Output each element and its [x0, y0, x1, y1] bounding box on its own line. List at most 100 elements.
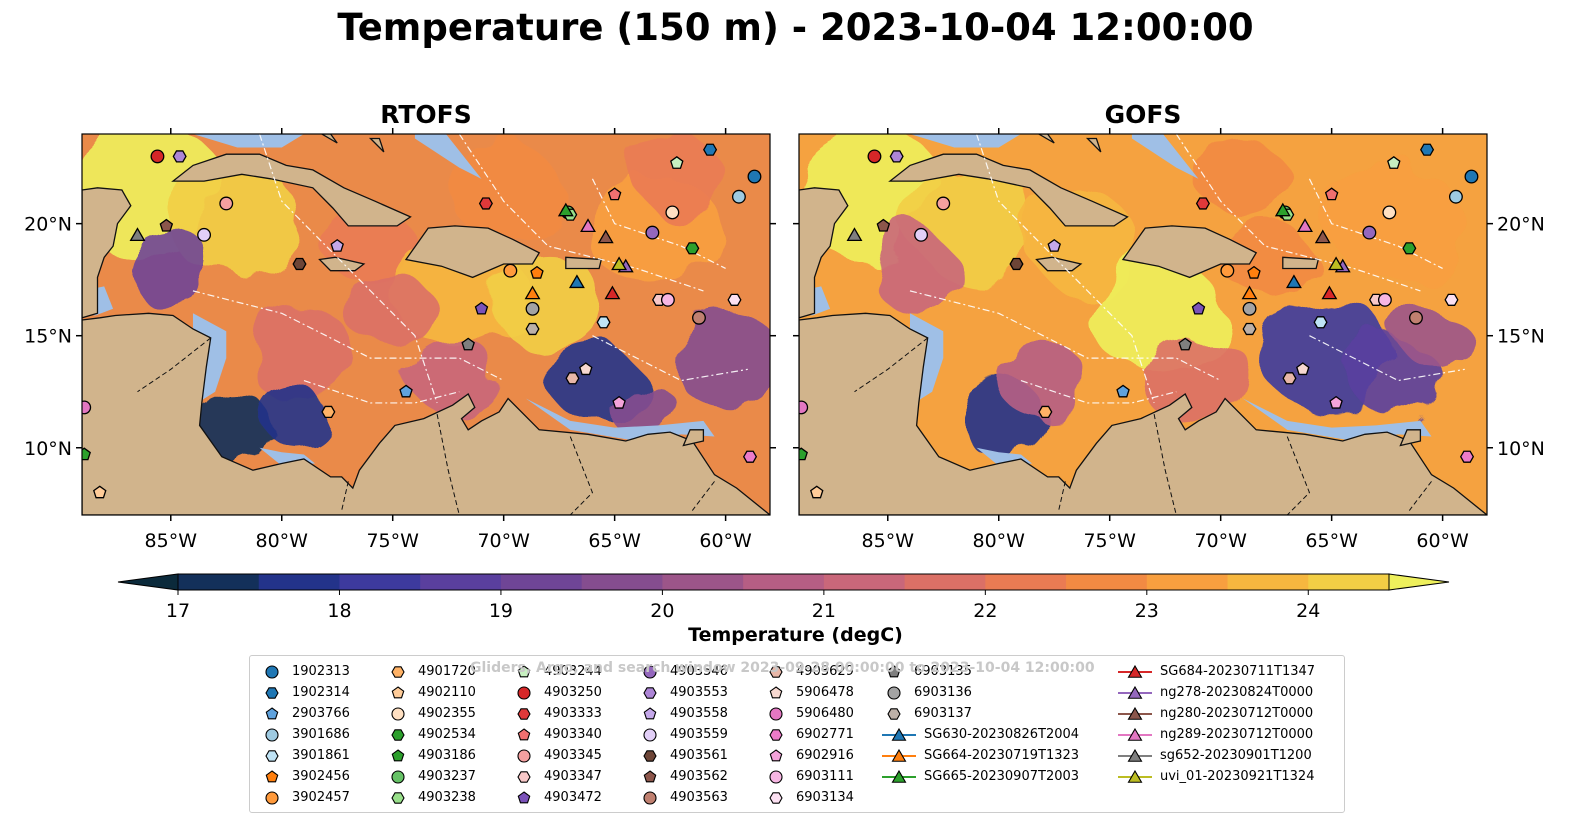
platform-marker	[1313, 316, 1328, 329]
lat-tick-label: 15°N	[24, 326, 72, 348]
platform-marker	[1274, 202, 1291, 217]
lon-tick-label: 65°W	[588, 530, 641, 552]
legend-column: 1902313 1902314 2903766 3901686 3901861 39024…	[260, 661, 350, 808]
platform-marker	[612, 395, 626, 409]
platform-marker	[1296, 362, 1310, 376]
platform-marker	[703, 143, 718, 156]
lat-tick-label: 10°N	[24, 438, 72, 460]
legend-entry-label: 4903238	[418, 790, 476, 805]
triangle-marker-icon	[1118, 664, 1152, 678]
legend-entry: 4903472	[512, 787, 602, 808]
legend-entry: 4903244	[512, 661, 602, 682]
platform-marker	[1009, 257, 1024, 271]
platform-marker	[597, 229, 614, 244]
legend-entry-label: 1902313	[292, 664, 350, 679]
colorbar-tick-label: 22	[973, 600, 997, 622]
pentagon-marker-icon	[391, 685, 405, 698]
platform-marker	[525, 322, 540, 336]
platform-marker	[1409, 310, 1423, 325]
legend-column: 4903546 4903553 4903558 4903559 4903561 49035…	[638, 661, 728, 808]
legend-entry-label: 4903553	[670, 685, 728, 700]
circle-marker-icon	[517, 748, 531, 763]
platform-marker	[1444, 293, 1459, 306]
legend-entry-label: uvi_01-20230921T1324	[1160, 769, 1315, 784]
colorbar-tick-label: 17	[166, 600, 190, 622]
lat-tick-label: 20°N	[24, 214, 72, 236]
platform-marker	[1464, 169, 1479, 184]
hexagon-marker-icon	[391, 665, 405, 678]
legend-column: 6903135 6903136 6903137 SG630-20230826T2004…	[882, 661, 1079, 787]
legend-entry: 5906480	[764, 703, 854, 724]
legend-entry: SG684-20230711T1347	[1118, 661, 1315, 682]
circle-marker-icon	[517, 685, 531, 700]
legend-entry-label: 2903766	[292, 706, 350, 721]
circle-marker-icon	[887, 685, 901, 700]
legend-entry-label: 3902456	[292, 769, 350, 784]
legend-entry: 4902355	[386, 703, 476, 724]
legend-entry-label: 1902314	[292, 685, 350, 700]
platform-marker	[660, 292, 675, 307]
platform-marker	[321, 405, 336, 419]
platform-marker	[670, 156, 684, 169]
platform-marker	[1362, 225, 1377, 240]
platform-marker	[611, 256, 628, 271]
legend-entry-label: 4902110	[418, 685, 476, 700]
legend-entry-label: 4902355	[418, 706, 476, 721]
pentagon-marker-icon	[517, 790, 531, 803]
legend-entry: 4901720	[386, 661, 476, 682]
lat-tick-label: 20°N	[1497, 214, 1545, 236]
platform-marker	[568, 274, 585, 289]
hexagon-marker-icon	[391, 791, 405, 804]
platform-marker	[731, 189, 746, 204]
platform-marker	[1282, 372, 1297, 385]
platform-marker	[565, 372, 580, 385]
platform-marker	[524, 285, 541, 300]
legend-entry: 4903546	[638, 661, 728, 682]
legend-entry-label: 6903111	[796, 769, 854, 784]
platform-marker	[742, 450, 758, 463]
legend-entry: 4903186	[386, 745, 476, 766]
legend-entry: uvi_01-20230921T1324	[1118, 766, 1315, 787]
legend-entry-label: SG630-20230826T2004	[924, 727, 1080, 742]
platform-marker	[876, 218, 891, 232]
platform-marker	[1241, 285, 1258, 300]
legend-entry: 6903111	[764, 766, 854, 787]
legend-entry-label: 4903559	[670, 727, 728, 742]
triangle-marker-icon	[882, 748, 916, 762]
legend-entry-label: 4903629	[796, 664, 854, 679]
pentagon-marker-icon	[769, 685, 783, 698]
triangle-marker-icon	[1118, 706, 1152, 720]
platform-marker	[93, 485, 107, 499]
platform-marker	[399, 384, 413, 398]
legend-entry: 3901686	[260, 724, 350, 745]
platform-legend: 1902313 1902314 2903766 3901686 3901861 39024…	[249, 655, 1345, 813]
circle-marker-icon	[265, 790, 279, 805]
platform-marker	[645, 225, 660, 240]
circle-marker-icon	[391, 706, 405, 721]
platform-marker	[1377, 292, 1392, 307]
map-panel-rtofs: 85°W 80°W 75°W 70°W 65°W 60°W 20°N 15°N 10°N	[24, 128, 776, 552]
platform-marker	[1220, 263, 1235, 278]
platform-marker	[219, 196, 234, 211]
platform-marker	[159, 218, 174, 232]
platform-marker	[129, 227, 146, 242]
legend-entry-label: ng280-20230712T0000	[1160, 706, 1314, 721]
legend-entry-label: 4903345	[544, 748, 602, 763]
legend-entry-label: SG684-20230711T1347	[1160, 664, 1316, 679]
legend-entry-label: 4903563	[670, 790, 728, 805]
legend-entry: 3902456	[260, 766, 350, 787]
platform-marker	[1448, 189, 1463, 204]
legend-entry: 4903347	[512, 766, 602, 787]
circle-marker-icon	[769, 769, 783, 784]
legend-entry-label: 4903347	[544, 769, 602, 784]
legend-entry: 3901861	[260, 745, 350, 766]
legend-entry: ng278-20230824T0000	[1118, 682, 1315, 703]
lat-tick-label: 10°N	[1497, 438, 1545, 460]
lon-tick-label: 80°W	[973, 530, 1026, 552]
platform-marker	[799, 400, 809, 415]
hexagon-marker-icon	[517, 707, 531, 720]
platform-marker	[1242, 301, 1257, 316]
legend-entry: 6903136	[882, 682, 1079, 703]
lon-tick-label: 75°W	[1083, 530, 1136, 552]
pentagon-marker-icon	[517, 727, 531, 740]
